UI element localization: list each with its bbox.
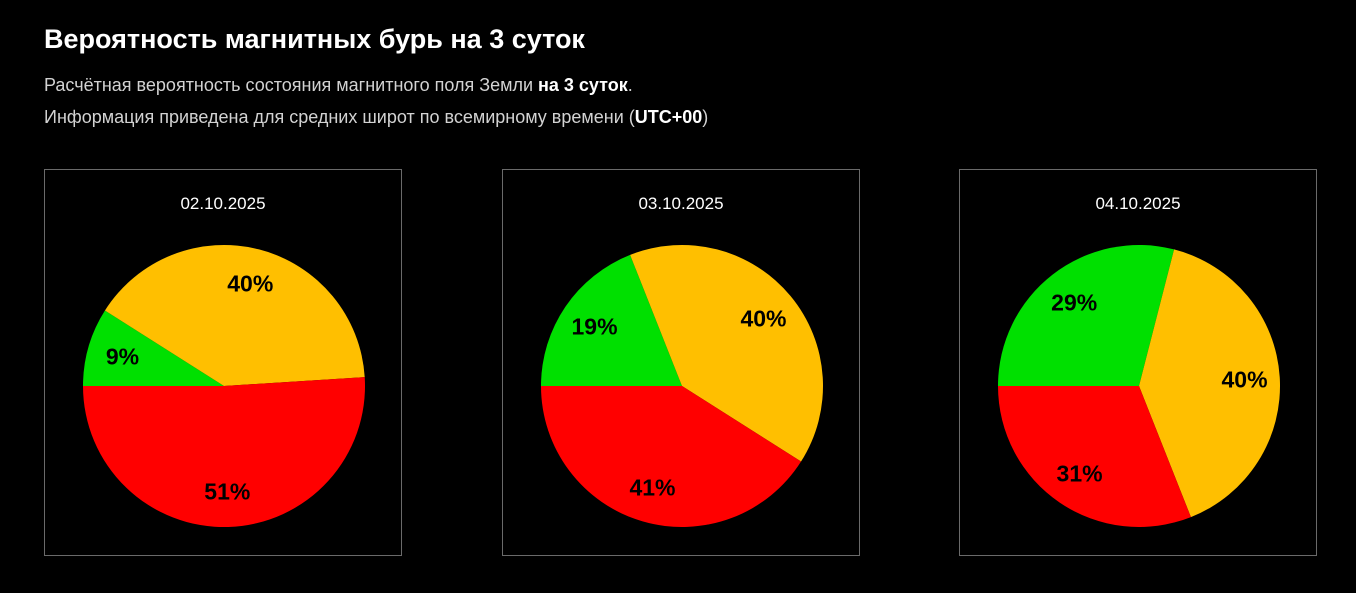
pie-chart-panel-day-1: 02.10.2025 9% 40% 51% <box>44 169 402 556</box>
pie-slice-label-green: 29% <box>1051 289 1097 315</box>
pie-slice-orange <box>104 245 365 386</box>
pie-slice-label-green: 9% <box>106 344 139 370</box>
pie-chart-panel-day-3: 04.10.2025 29% 40% 31% <box>959 169 1317 556</box>
pie-slice-label-orange: 40% <box>740 306 786 332</box>
timezone-label: UTC+00 <box>634 107 703 127</box>
pie-chart-day-2: 19% 40% 41% <box>541 244 824 527</box>
pie-chart-day-3: 29% 40% 31% <box>998 244 1281 528</box>
pie-chart-panel-day-2: 03.10.2025 19% 40% 41% <box>502 169 860 556</box>
pie-slice-label-green: 19% <box>572 314 618 340</box>
pie-slice-label-red: 31% <box>1057 460 1103 486</box>
description-2-text: Информация приведена для средних широт п… <box>44 107 635 127</box>
description-1-emphasis: на 3 суток <box>538 75 628 95</box>
pie-slice-red <box>541 386 802 527</box>
pie-slice-label-red: 51% <box>204 479 250 505</box>
description-line-1: Расчётная вероятность состояния магнитно… <box>44 74 633 96</box>
pie-slice-orange <box>1139 249 1281 518</box>
pie-chart-day-1: 9% 40% 51% <box>83 245 365 528</box>
pie-slice-green <box>83 310 224 386</box>
pie-slice-green <box>541 254 682 386</box>
pie-slice-red <box>83 377 365 528</box>
description-1-end: . <box>627 75 633 95</box>
description-2-end: ) <box>702 107 709 127</box>
chart-date-title: 04.10.2025 <box>1095 194 1181 213</box>
pie-slice-label-orange: 40% <box>1222 366 1268 392</box>
page-title: Вероятность магнитных бурь на 3 суток <box>44 24 585 54</box>
description-line-2: Информация приведена для средних широт п… <box>44 106 708 128</box>
pie-slice-label-orange: 40% <box>227 271 273 297</box>
pie-slice-label-red: 41% <box>629 475 675 501</box>
chart-date-title: 02.10.2025 <box>180 194 266 213</box>
description-1-text: Расчётная вероятность состояния магнитно… <box>44 75 539 95</box>
pie-slice-orange <box>630 244 824 462</box>
pie-slice-green <box>998 244 1175 386</box>
chart-date-title: 03.10.2025 <box>638 194 724 213</box>
pie-slice-red <box>998 386 1191 528</box>
